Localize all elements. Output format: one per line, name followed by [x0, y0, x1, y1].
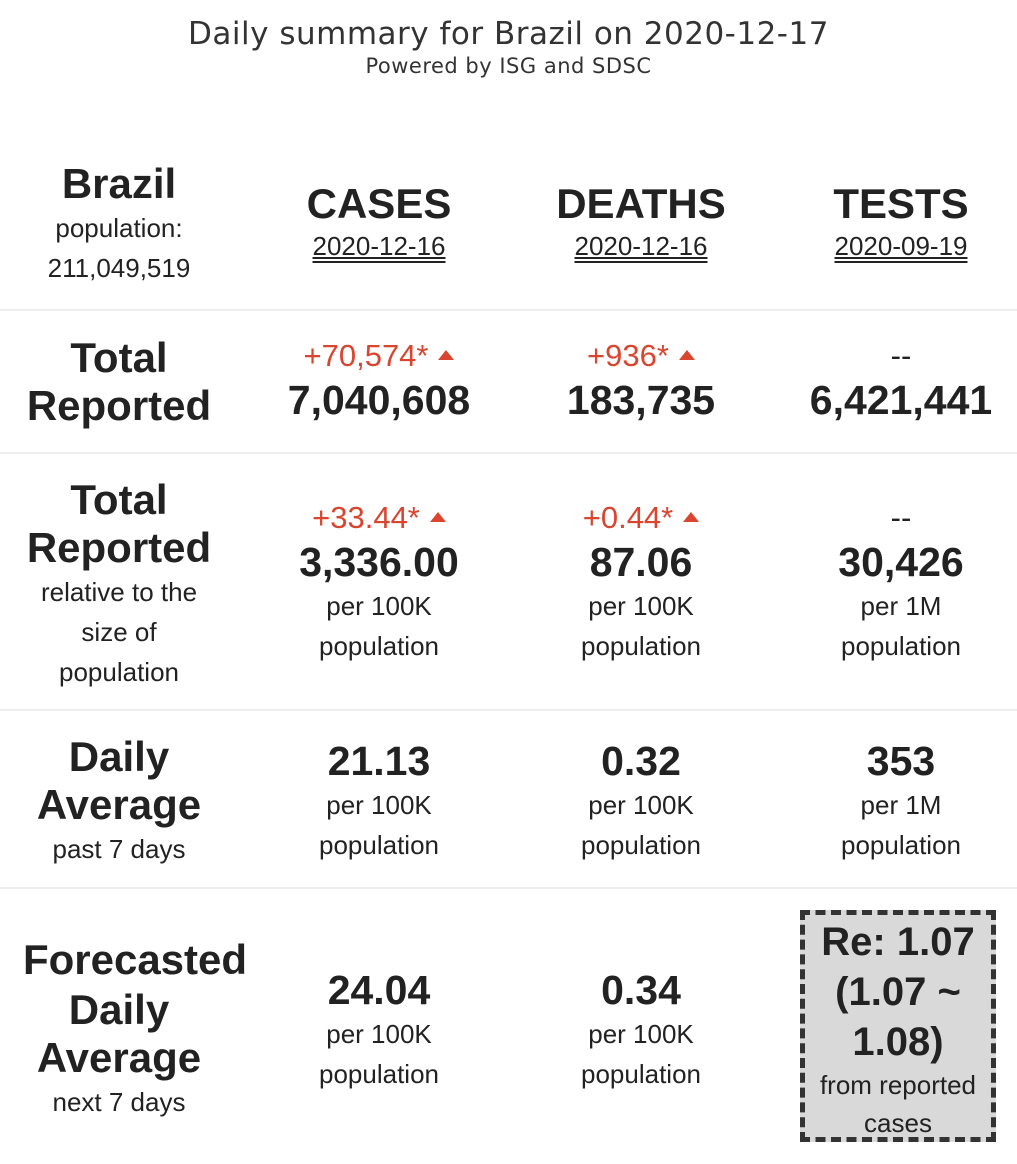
- country-cell: Brazil population: 211,049,519: [0, 160, 238, 288]
- total-reported-label: Total Reported: [0, 334, 238, 430]
- increase-arrow-icon: [429, 511, 446, 522]
- row-label: Forecasted: [22, 936, 248, 983]
- total-tests-cell: -- 6,421,441: [772, 336, 1017, 424]
- increase-arrow-icon: [438, 349, 455, 360]
- tests-delta: --: [890, 338, 912, 373]
- page-header: Daily summary for Brazil on 2020-12-17 P…: [0, 14, 1017, 78]
- total-deaths-cell: +936* 183,735: [512, 336, 770, 424]
- tests-column-header: TESTS 2020-09-19: [772, 180, 1017, 264]
- daily-tests-cell: 353 per 1M population: [772, 737, 1017, 865]
- forecast-cases-cell: 24.04 per 100K population: [250, 966, 508, 1094]
- row-note: past 7 days: [52, 834, 186, 864]
- unit-label: population: [581, 631, 701, 661]
- cases-date-link[interactable]: 2020-12-16: [312, 231, 446, 261]
- unit-label: population: [319, 830, 439, 860]
- row-label: Total: [70, 334, 168, 381]
- page-subtitle: Powered by ISG and SDSC: [365, 54, 652, 78]
- increase-arrow-icon: [678, 349, 695, 360]
- deaths-delta: +936*: [512, 336, 770, 376]
- row-divider: [0, 709, 1017, 711]
- unit-label: per 100K: [326, 1019, 432, 1049]
- re-interval-end: 1.08): [852, 1020, 944, 1064]
- cases-delta: +70,574*: [250, 336, 508, 376]
- tests-rel-delta: --: [890, 500, 912, 535]
- row-divider: [0, 309, 1017, 311]
- unit-label: population: [319, 631, 439, 661]
- unit-label: per 1M: [860, 591, 942, 621]
- tests-rel-value: 30,426: [838, 539, 964, 585]
- cases-total: 7,040,608: [287, 377, 471, 423]
- deaths-total: 183,735: [566, 377, 716, 423]
- tests-date-link[interactable]: 2020-09-19: [834, 231, 968, 261]
- population-value: 211,049,519: [47, 253, 191, 283]
- cases-forecast-value: 24.04: [327, 967, 431, 1013]
- daily-cases-cell: 21.13 per 100K population: [250, 737, 508, 865]
- unit-label: population: [841, 631, 961, 661]
- row-divider: [0, 887, 1017, 889]
- forecast-label-rest: Daily Average next 7 days: [0, 986, 238, 1122]
- unit-label: per 100K: [588, 1019, 694, 1049]
- row-note: relative to the: [40, 577, 198, 607]
- unit-label: population: [581, 830, 701, 860]
- unit-label: per 100K: [326, 790, 432, 820]
- tests-daily-value: 353: [866, 738, 936, 784]
- relative-tests-cell: -- 30,426 per 1M population: [772, 498, 1017, 666]
- row-label: Daily: [68, 733, 170, 780]
- increase-arrow-icon: [683, 511, 700, 522]
- daily-average-label: Daily Average past 7 days: [0, 733, 238, 869]
- cases-daily-value: 21.13: [327, 738, 431, 784]
- re-note: cases: [864, 1108, 932, 1138]
- deaths-title: DEATHS: [556, 180, 726, 227]
- unit-label: population: [319, 1059, 439, 1089]
- row-divider: [0, 452, 1017, 454]
- deaths-date-link[interactable]: 2020-12-16: [574, 231, 708, 261]
- unit-label: population: [581, 1059, 701, 1089]
- row-label: Daily: [68, 986, 170, 1033]
- population-label: population:: [55, 213, 183, 243]
- row-label: Average: [36, 781, 202, 828]
- deaths-rel-value: 87.06: [589, 539, 693, 585]
- tests-total: 6,421,441: [809, 377, 993, 423]
- row-label: Reported: [26, 524, 212, 571]
- forecast-deaths-cell: 0.34 per 100K population: [512, 966, 770, 1094]
- row-label: Reported: [26, 382, 212, 429]
- re-value: Re: 1.07: [821, 920, 975, 964]
- deaths-column-header: DEATHS 2020-12-16: [512, 180, 770, 264]
- relative-label: Total Reported relative to the size of p…: [0, 476, 238, 692]
- row-label: Average: [36, 1034, 202, 1081]
- row-note: next 7 days: [52, 1087, 186, 1117]
- row-note: size of: [81, 617, 157, 647]
- unit-label: per 100K: [326, 591, 432, 621]
- unit-label: per 1M: [860, 790, 942, 820]
- relative-deaths-cell: +0.44* 87.06 per 100K population: [512, 498, 770, 666]
- daily-deaths-cell: 0.32 per 100K population: [512, 737, 770, 865]
- total-cases-cell: +70,574* 7,040,608: [250, 336, 508, 424]
- deaths-daily-value: 0.32: [601, 738, 681, 784]
- page-title: Daily summary for Brazil on 2020-12-17: [188, 16, 829, 52]
- cases-rel-value: 3,336.00: [299, 539, 459, 585]
- unit-label: per 100K: [588, 591, 694, 621]
- deaths-rel-delta: +0.44*: [512, 498, 770, 538]
- unit-label: population: [841, 830, 961, 860]
- re-interval: (1.07 ~: [835, 970, 961, 1014]
- forecast-label: Forecasted: [0, 936, 270, 984]
- tests-title: TESTS: [833, 180, 969, 227]
- cases-rel-delta: +33.44*: [250, 498, 508, 538]
- cases-column-header: CASES 2020-12-16: [250, 180, 508, 264]
- row-note: population: [59, 657, 179, 687]
- row-label: Total: [70, 476, 168, 523]
- re-estimate-box: Re: 1.07 (1.07 ~ 1.08) from reported cas…: [800, 910, 996, 1142]
- unit-label: per 100K: [588, 790, 694, 820]
- country-name: Brazil: [61, 160, 177, 207]
- relative-cases-cell: +33.44* 3,336.00 per 100K population: [250, 498, 508, 666]
- cases-title: CASES: [306, 180, 452, 227]
- deaths-forecast-value: 0.34: [601, 967, 681, 1013]
- re-note: from reported: [819, 1070, 977, 1100]
